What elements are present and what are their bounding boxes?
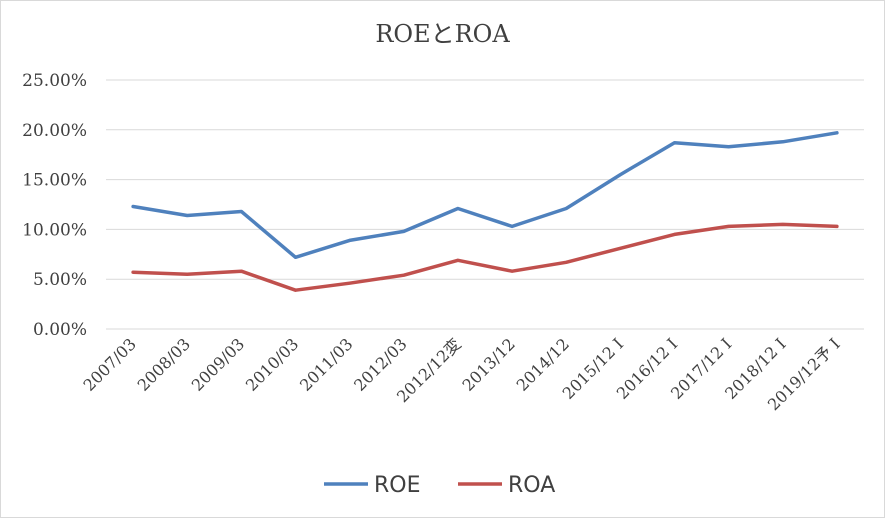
x-tick-label: 2009/03 xyxy=(188,334,248,394)
y-tick-label: 5.00% xyxy=(33,270,87,290)
y-tick-label: 15.00% xyxy=(22,171,87,191)
x-tick-label: 2013/12 xyxy=(458,334,518,394)
y-tick-label: 0.00% xyxy=(33,320,87,340)
x-tick-label: 2010/03 xyxy=(242,334,302,394)
series-line-roe xyxy=(131,131,839,260)
y-tick-label: 25.00% xyxy=(22,71,87,91)
y-tick-label: 20.00% xyxy=(22,121,87,141)
chart-title: ROEとROA xyxy=(375,20,510,48)
x-tick-label: 2007/03 xyxy=(79,334,139,394)
series-line-roa xyxy=(131,222,839,292)
x-tick-label: 2008/03 xyxy=(134,334,194,394)
y-tick-label: 10.00% xyxy=(22,220,87,240)
legend-label-roa: ROA xyxy=(508,473,555,498)
legend-label-roe: ROE xyxy=(374,473,421,498)
x-tick-label: 2011/03 xyxy=(296,334,356,394)
